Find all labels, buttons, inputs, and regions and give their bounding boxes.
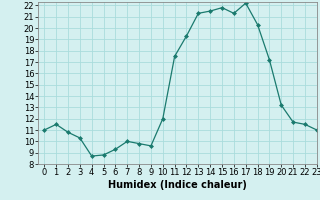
X-axis label: Humidex (Indice chaleur): Humidex (Indice chaleur)	[108, 180, 247, 190]
